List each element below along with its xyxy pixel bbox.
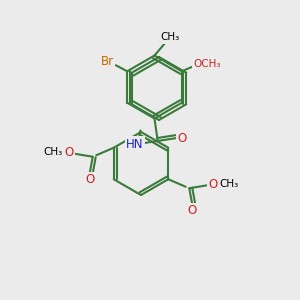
- Text: O: O: [64, 146, 73, 159]
- Text: Br: Br: [101, 55, 114, 68]
- Text: O: O: [177, 131, 186, 145]
- Text: OCH₃: OCH₃: [193, 59, 220, 69]
- Text: CH₃: CH₃: [219, 179, 238, 189]
- Text: O: O: [188, 204, 197, 217]
- Text: HN: HN: [126, 137, 144, 151]
- Text: O: O: [85, 173, 94, 186]
- Text: CH₃: CH₃: [160, 32, 179, 43]
- Text: O: O: [209, 178, 218, 191]
- Text: CH₃: CH₃: [44, 147, 63, 157]
